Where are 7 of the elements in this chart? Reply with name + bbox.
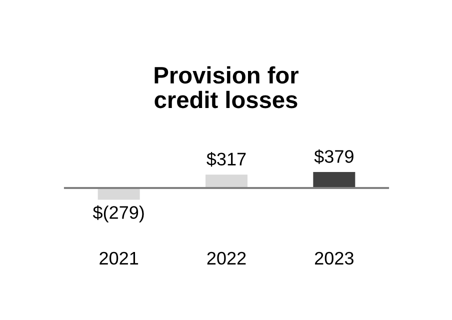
data-label: $317: [206, 152, 246, 167]
chart-title: Provision for credit losses: [154, 66, 298, 108]
x-tick-label: 2021: [100, 252, 138, 265]
x-tick-label: 2023: [314, 252, 354, 265]
x-tick-label: 2022: [207, 252, 246, 265]
data-label: $(279): [92, 205, 144, 222]
data-label: $379: [314, 149, 354, 164]
